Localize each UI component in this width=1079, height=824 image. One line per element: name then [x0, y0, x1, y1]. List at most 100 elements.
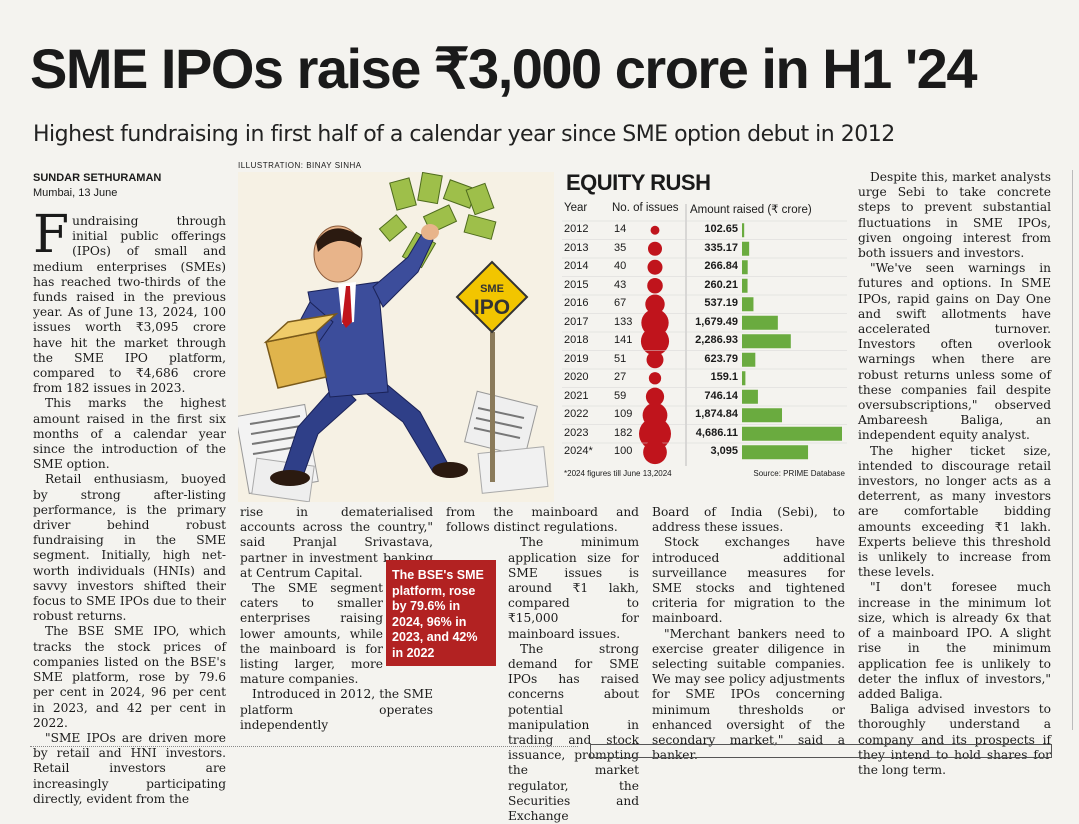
- issues-bubble: [639, 417, 671, 450]
- equity-rush-chart: EQUITY RUSH Year No. of issues Amount ra…: [562, 170, 847, 484]
- year-label: 2014: [564, 260, 589, 273]
- year-label: 2015: [564, 278, 589, 291]
- issues-label: 59: [614, 389, 627, 402]
- flying-money-icon: [378, 172, 497, 269]
- issues-bubble: [646, 351, 664, 369]
- amount-label: 746.14: [704, 389, 738, 402]
- year-label: 2013: [564, 241, 589, 254]
- sme-ipo-sign-icon: SME IPO: [455, 260, 529, 482]
- amount-bar: [742, 426, 842, 441]
- byline: SUNDAR SETHURAMAN: [33, 172, 162, 184]
- year-label: 2018: [564, 334, 589, 347]
- amount-label: 537.19: [704, 297, 738, 310]
- paragraph: rise in dematerialised accounts across t…: [240, 505, 433, 580]
- issues-bubble: [648, 372, 662, 385]
- issues-label: 14: [614, 223, 627, 236]
- col-header-year: Year: [564, 202, 588, 214]
- amount-bar: [742, 371, 746, 386]
- paragraph: "Merchant bankers need to exercise great…: [652, 626, 845, 763]
- issues-bubble: [647, 241, 663, 256]
- paragraph: The strong demand for SME IPOs has raise…: [508, 641, 639, 824]
- paragraph: The BSE SME IPO, which tracks the stock …: [33, 624, 226, 730]
- pull-quote: The BSE's SME platform, rose by 79.6% in…: [386, 560, 496, 666]
- amount-bar: [742, 315, 778, 330]
- issues-label: 27: [614, 371, 627, 384]
- year-label: 2021: [564, 389, 589, 402]
- article-column-4: Board of India (Sebi), to address these …: [652, 505, 845, 763]
- issues-label: 51: [614, 352, 627, 365]
- issues-label: 43: [614, 278, 627, 291]
- paragraph: Stock exchanges have introduced addition…: [652, 535, 845, 626]
- issues-bubble: [640, 327, 670, 356]
- amount-bar: [742, 241, 750, 256]
- amount-bar: [742, 334, 791, 349]
- amount-label: 1,679.49: [695, 315, 738, 328]
- amount-label: 335.17: [704, 241, 738, 254]
- paragraph: Introduced in 2012, the SME platform ope…: [240, 687, 433, 732]
- article-column-2: rise in dematerialised accounts across t…: [240, 505, 433, 733]
- amount-label: 102.65: [704, 223, 738, 236]
- svg-text:IPO: IPO: [474, 296, 510, 319]
- paragraph: "We've seen warnings in futures and opti…: [858, 261, 1051, 443]
- year-label: 2020: [564, 371, 589, 384]
- paragraph: "SME IPOs are driven more by retail and …: [33, 730, 226, 806]
- paragraph: The higher ticket size, intended to disc…: [858, 443, 1051, 580]
- dropcap: F: [33, 205, 70, 265]
- next-story-box: [590, 744, 1052, 758]
- issues-label: 40: [614, 260, 627, 273]
- year-label: 2023: [564, 426, 589, 439]
- issues-label: 67: [614, 297, 627, 310]
- paragraph: Despite this, market analysts urge Sebi …: [858, 170, 1051, 261]
- article-column-5: Despite this, market analysts urge Sebi …: [858, 170, 1051, 778]
- amount-bar: [742, 445, 809, 460]
- amount-label: 3,095: [710, 445, 738, 458]
- issues-bubble: [645, 387, 665, 406]
- amount-label: 266.84: [704, 260, 738, 273]
- paragraph: Retail enthusiasm, buoyed by strong afte…: [33, 472, 226, 624]
- headline: SME IPOs raise ₹3,000 crore in H1 '24: [30, 37, 977, 100]
- businessman-figure-icon: [263, 224, 468, 486]
- paragraph: "I don't foresee much increase in the mi…: [858, 580, 1051, 701]
- amount-label: 2,286.93: [695, 334, 738, 347]
- paragraph: The SME segment caters to smaller enterp…: [240, 581, 383, 687]
- year-label: 2016: [564, 297, 589, 310]
- chart-source: Source: PRIME Database: [753, 469, 845, 478]
- paragraph: The minimum application size for SME iss…: [508, 535, 639, 641]
- issues-label: 141: [614, 334, 633, 347]
- amount-bar: [742, 297, 754, 312]
- amount-label: 159.1: [710, 371, 738, 384]
- amount-bar: [742, 352, 756, 367]
- column-divider: [1072, 170, 1073, 730]
- illustration-credit: ILLUSTRATION: BINAY SINHA: [238, 161, 362, 170]
- svg-text:SME: SME: [480, 283, 504, 295]
- amount-label: 4,686.11: [695, 426, 738, 439]
- year-label: 2022: [564, 408, 589, 421]
- chart-graphics: [562, 204, 847, 466]
- year-label: 2012: [564, 223, 589, 236]
- paragraph: from the mainboard and follows distinct …: [446, 505, 639, 535]
- amount-bar: [742, 260, 748, 275]
- year-label: 2019: [564, 352, 589, 365]
- amount-label: 1,874.84: [695, 408, 738, 421]
- year-label: 2024*: [564, 445, 593, 458]
- paragraph: Baliga advised investors to thoroughly u…: [858, 702, 1051, 777]
- subheadline: Highest fundraising in first half of a c…: [33, 122, 895, 147]
- issues-bubble: [650, 225, 660, 235]
- illustration: SME IPO: [238, 172, 554, 502]
- issues-label: 133: [614, 315, 633, 328]
- chart-footnote: *2024 figures till June 13,2024: [564, 469, 672, 478]
- bottom-rule: [30, 746, 578, 747]
- paragraph: This marks the highest amount raised in …: [33, 396, 226, 472]
- paragraph: Board of India (Sebi), to address these …: [652, 505, 845, 535]
- amount-bar: [742, 223, 745, 238]
- amount-bar: [742, 278, 748, 293]
- issues-bubble: [647, 277, 663, 294]
- year-label: 2017: [564, 315, 589, 328]
- amount-bar: [742, 408, 783, 423]
- issues-bubble: [647, 259, 663, 275]
- issues-label: 35: [614, 241, 627, 254]
- issues-bubble: [645, 294, 665, 314]
- amount-label: 623.79: [704, 352, 738, 365]
